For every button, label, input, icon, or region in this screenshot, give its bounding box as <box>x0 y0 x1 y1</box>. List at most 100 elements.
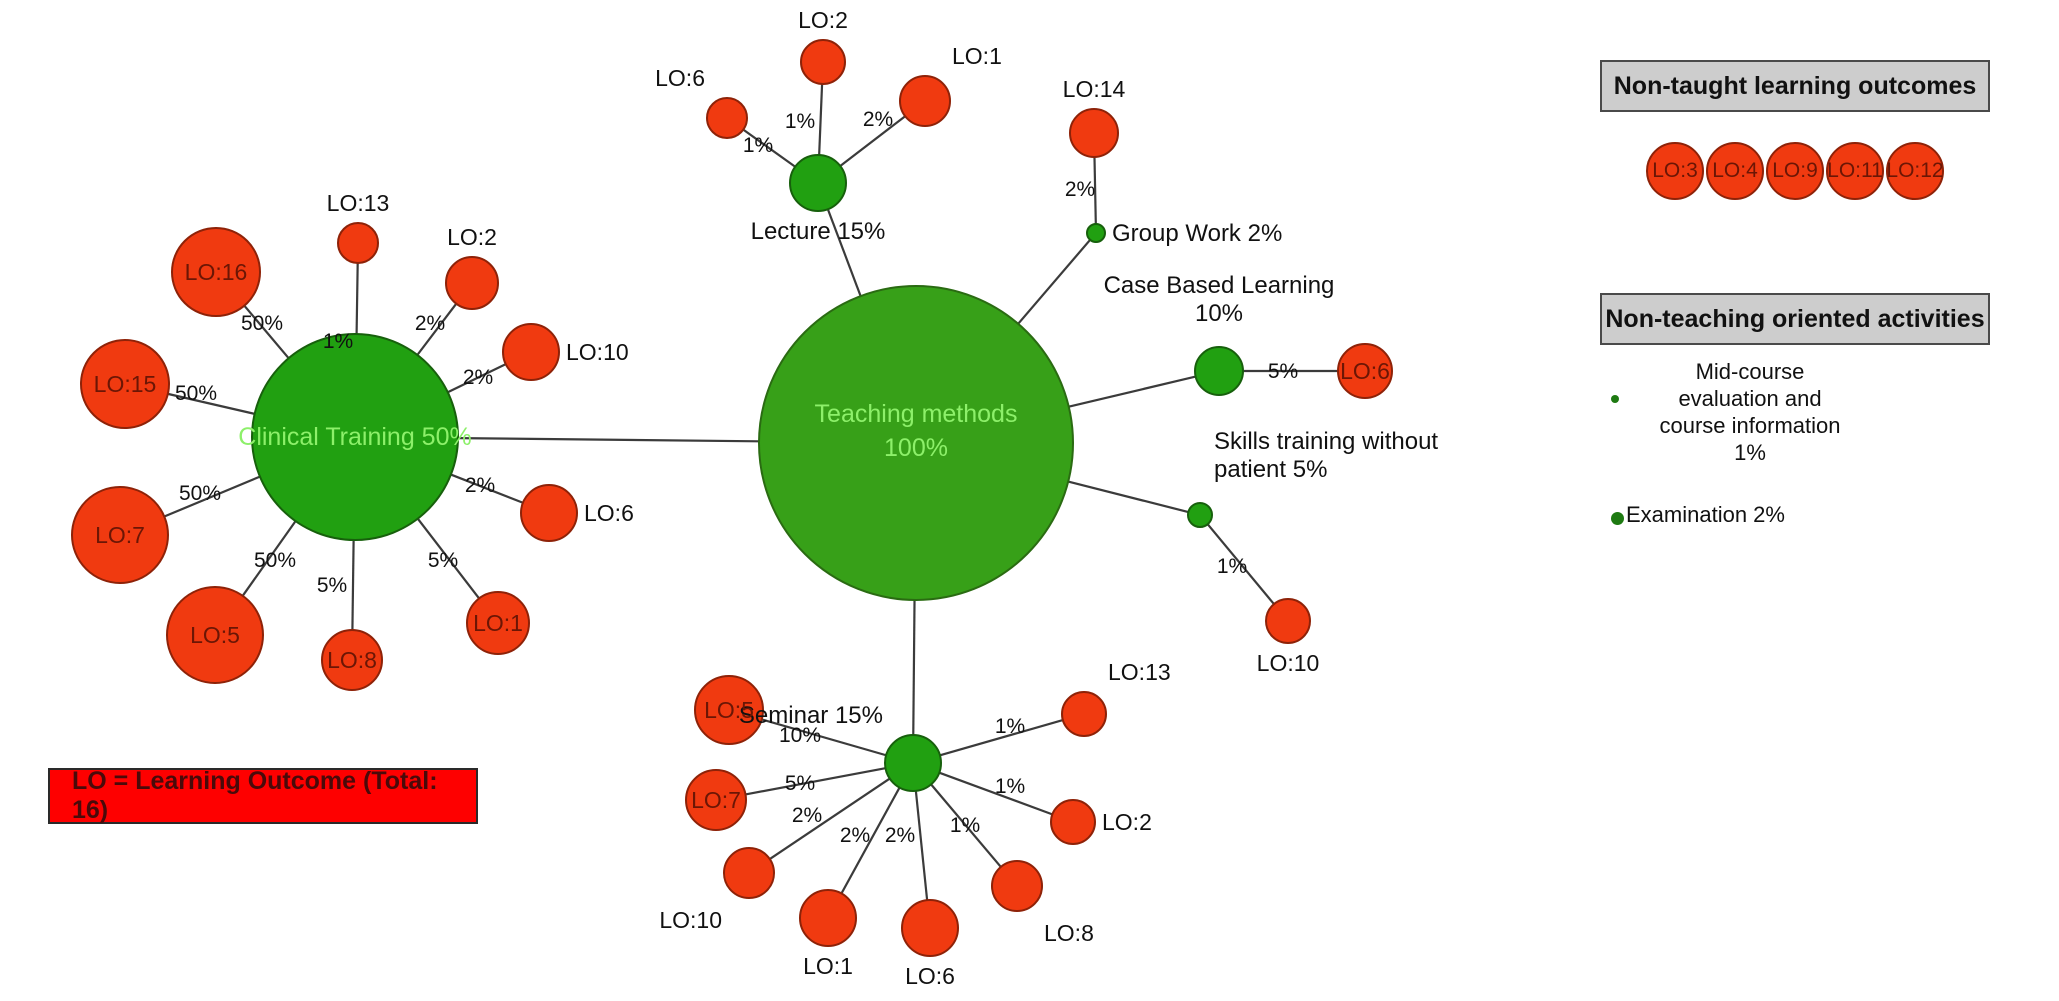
edge-weight-lecture-0: 1% <box>743 134 773 157</box>
edge-weight-group-work-0: 2% <box>1065 178 1095 201</box>
outcome-node-group-work-0[interactable] <box>1069 108 1119 158</box>
examination-dot <box>1611 512 1624 525</box>
edge-root-to-skills-training <box>1067 480 1189 514</box>
outcome-label-clinical-training-6: LO:7 <box>95 522 145 548</box>
edge-weight-seminar-7: 1% <box>950 814 980 837</box>
edge-lecture-to-outcome-0 <box>742 128 796 168</box>
method-label-group-work: Group Work 2% <box>1112 220 1282 247</box>
method-node-clinical-training[interactable] <box>251 333 459 541</box>
outcome-node-lecture-0[interactable] <box>706 97 748 139</box>
edge-weight-clinical-training-1: 1% <box>323 330 353 353</box>
edge-root-to-group-work <box>1017 239 1091 325</box>
non-teaching-activities-list: Mid-course evaluation and course informati… <box>1600 355 2000 527</box>
outcome-label-lecture-2: LO:1 <box>952 43 1002 69</box>
non-taught-outcome-chip-0[interactable]: LO:3 <box>1646 142 1704 200</box>
outcome-node-clinical-training-1[interactable] <box>337 222 379 264</box>
non-taught-outcome-chip-2[interactable]: LO:9 <box>1766 142 1824 200</box>
edge-weight-clinical-training-8: 50% <box>254 549 296 572</box>
outcome-node-case-based-learning-0[interactable] <box>1337 343 1393 399</box>
edge-clinical-training-to-outcome-2 <box>416 303 458 356</box>
edge-seminar-to-outcome-6 <box>914 790 929 901</box>
outcome-label-seminar-0: LO:5 <box>704 697 754 723</box>
edge-seminar-to-outcome-5 <box>840 787 901 894</box>
edge-weight-seminar-6: 2% <box>885 824 915 847</box>
outcome-node-seminar-0[interactable] <box>694 675 764 745</box>
root-node-teaching-methods[interactable] <box>758 285 1074 601</box>
edge-seminar-to-outcome-3 <box>938 771 1053 816</box>
method-node-skills-training[interactable] <box>1187 502 1213 528</box>
outcome-label-seminar-2: LO:7 <box>691 787 741 813</box>
edge-seminar-to-outcome-4 <box>769 777 891 860</box>
outcome-label-clinical-training-8: LO:5 <box>190 622 240 648</box>
outcome-node-clinical-training-5[interactable] <box>520 484 578 542</box>
edge-lecture-to-outcome-1 <box>818 83 824 156</box>
outcome-node-seminar-2[interactable] <box>685 769 747 831</box>
outcome-node-seminar-1[interactable] <box>1061 691 1107 737</box>
non-taught-outcome-chip-3[interactable]: LO:11 <box>1826 142 1884 200</box>
outcome-label-skills-training-0: LO:10 <box>1257 650 1320 676</box>
outcome-node-clinical-training-3[interactable] <box>502 323 560 381</box>
outcome-label-case-based-learning-0: LO:6 <box>1340 358 1390 384</box>
outcome-node-seminar-6[interactable] <box>901 899 959 957</box>
edge-root-to-case-based-learning <box>1068 375 1196 408</box>
outcome-label-clinical-training-1: LO:13 <box>327 190 390 216</box>
edge-group-work-to-outcome-0 <box>1093 156 1097 225</box>
outcome-label-group-work-0: LO:14 <box>1063 76 1126 102</box>
outcome-label-lecture-0: LO:6 <box>655 65 705 91</box>
non-teaching-activities-header: Non-teaching oriented activities <box>1600 293 1990 345</box>
outcome-node-clinical-training-9[interactable] <box>321 629 383 691</box>
outcome-label-seminar-3: LO:2 <box>1102 809 1152 835</box>
method-node-group-work[interactable] <box>1086 223 1106 243</box>
outcome-node-clinical-training-7[interactable] <box>466 591 530 655</box>
outcome-label-clinical-training-9: LO:8 <box>327 647 377 673</box>
outcome-node-skills-training-0[interactable] <box>1265 598 1311 644</box>
outcome-label-clinical-training-5: LO:6 <box>584 500 634 526</box>
edge-seminar-to-outcome-0 <box>761 718 887 757</box>
edge-clinical-training-to-outcome-9 <box>351 539 355 631</box>
edge-root-to-seminar <box>912 599 916 736</box>
method-label-clinical-training: Clinical Training 50% <box>238 423 471 451</box>
method-node-case-based-learning[interactable] <box>1194 346 1244 396</box>
examination-label: Examination 2% <box>1626 502 1785 527</box>
edge-weight-seminar-3: 1% <box>995 775 1025 798</box>
non-taught-outcome-chip-4[interactable]: LO:12 <box>1886 142 1944 200</box>
outcome-node-clinical-training-2[interactable] <box>445 256 499 310</box>
method-label-case-based-learning: Case Based Learning 10% <box>1104 272 1335 327</box>
non-taught-outcome-chip-1[interactable]: LO:4 <box>1706 142 1764 200</box>
edge-weight-seminar-0: 10% <box>779 724 821 747</box>
non-taught-outcomes-header: Non-taught learning outcomes <box>1600 60 1990 112</box>
outcome-node-seminar-5[interactable] <box>799 889 857 947</box>
outcome-label-seminar-4: LO:10 <box>659 907 722 933</box>
edge-seminar-to-outcome-7 <box>930 783 1002 868</box>
edge-weight-clinical-training-0: 50% <box>241 312 283 335</box>
edge-clinical-training-to-outcome-6 <box>163 475 261 518</box>
outcome-node-clinical-training-4[interactable] <box>80 339 170 429</box>
outcome-node-lecture-1[interactable] <box>800 39 846 85</box>
mid-course-evaluation-dot <box>1611 395 1619 403</box>
mid-course-evaluation-label: Mid-course evaluation and course informati… <box>1659 359 1841 465</box>
outcome-node-clinical-training-8[interactable] <box>166 586 264 684</box>
outcome-node-seminar-4[interactable] <box>723 847 775 899</box>
edge-weight-seminar-2: 5% <box>785 772 815 795</box>
outcome-label-clinical-training-2: LO:2 <box>447 224 497 250</box>
method-label-lecture: Lecture 15% <box>751 218 886 245</box>
edge-lecture-to-outcome-2 <box>839 115 906 167</box>
edge-weight-clinical-training-4: 50% <box>175 382 217 405</box>
outcome-node-clinical-training-6[interactable] <box>71 486 169 584</box>
method-node-seminar[interactable] <box>884 734 942 792</box>
method-node-lecture[interactable] <box>789 154 847 212</box>
outcome-node-lecture-2[interactable] <box>899 75 951 127</box>
edge-weight-clinical-training-2: 2% <box>415 312 445 335</box>
method-label-skills-training: Skills training without patient 5% <box>1214 428 1438 483</box>
edge-clinical-training-to-outcome-8 <box>241 520 297 597</box>
root-label-teaching-methods: Teaching methods 100% <box>815 400 1018 462</box>
lo-total-legend: LO = Learning Outcome (Total: 16) <box>48 767 478 824</box>
edge-seminar-to-outcome-2 <box>745 767 886 796</box>
outcome-node-clinical-training-0[interactable] <box>171 227 261 317</box>
edge-weight-clinical-training-7: 5% <box>428 549 458 572</box>
edge-seminar-to-outcome-1 <box>939 719 1064 757</box>
outcome-node-seminar-7[interactable] <box>991 860 1043 912</box>
edge-weight-clinical-training-5: 2% <box>465 474 495 497</box>
outcome-node-seminar-3[interactable] <box>1050 799 1096 845</box>
